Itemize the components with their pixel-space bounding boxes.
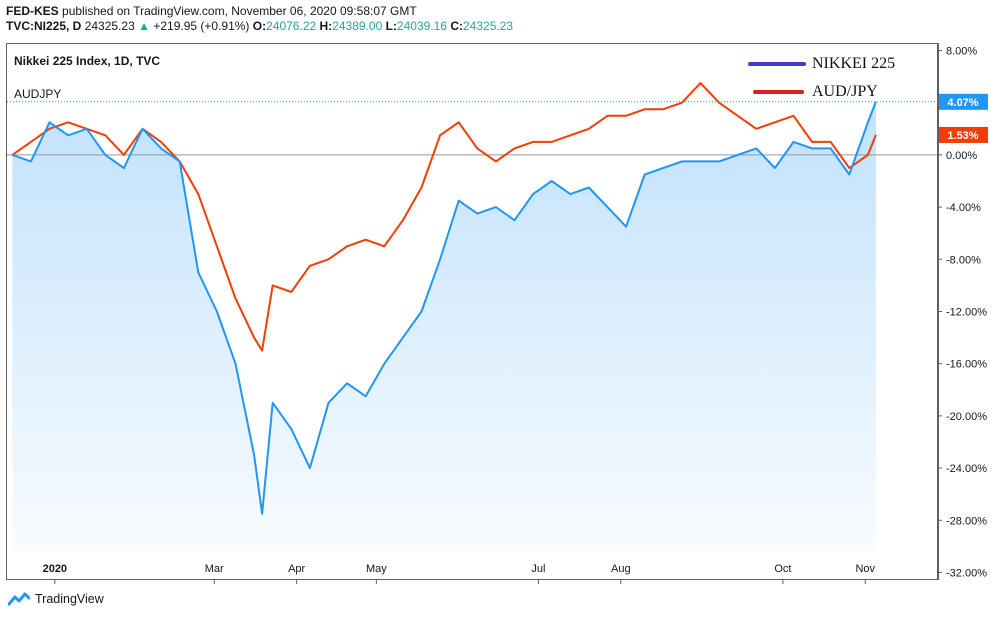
audjpy-last-value-label-bg [939, 126, 988, 143]
nikkei-line [11, 101, 877, 515]
x-tick-label: May [366, 563, 387, 575]
pane-title: Nikkei 225 Index, 1D, TVC [14, 54, 160, 68]
tradingview-logo-icon[interactable] [8, 592, 30, 606]
footer-brand[interactable]: TradingView [35, 592, 104, 606]
y-tick-label: -16.00% [946, 359, 987, 371]
footer: TradingView [8, 592, 104, 606]
y-tick-label: -8.00% [946, 254, 981, 266]
high-value: 24389.00 [332, 19, 383, 33]
audjpy-line [11, 82, 877, 352]
close-label: C: [450, 19, 463, 33]
y-tick-label: -24.00% [946, 463, 987, 475]
x-tick-label: Apr [288, 563, 305, 575]
y-tick-label: -28.00% [946, 515, 987, 527]
price-change: +219.95 (+0.91%) [153, 19, 250, 33]
x-tick-label: Oct [774, 563, 791, 575]
nikkei-area-fill [12, 101, 876, 553]
nikkei-last-value-label: 4.07% [947, 97, 978, 109]
x-tick-label: 2020 [43, 563, 67, 575]
chart-header: FED-KES published on TradingView.com, No… [6, 4, 513, 34]
y-tick-label: -12.00% [946, 307, 987, 319]
audjpy-last-value-label: 1.53% [947, 130, 978, 142]
legend-nikkei-label: NIKKEI 225 [812, 55, 895, 72]
y-tick-label: -20.00% [946, 411, 987, 423]
author-name[interactable]: FED-KES [6, 4, 59, 18]
low-label: L: [385, 19, 397, 33]
ohlc-row: TVC:NI225, D 24325.23 ▲ +219.95 (+0.91%)… [6, 19, 513, 34]
open-value: 24076.22 [266, 19, 317, 33]
compare-symbol-label: AUDJPY [14, 87, 61, 101]
nikkei-last-value-label-bg [939, 93, 988, 110]
low-value: 24039.16 [396, 19, 447, 33]
open-label: O: [252, 19, 267, 33]
high-label: H: [319, 19, 333, 33]
legend-audjpy-label: AUD/JPY [812, 83, 878, 100]
x-tick-label: Jul [531, 563, 545, 575]
publish-details: published on TradingView.com, November 0… [62, 4, 417, 18]
x-tick-label: Nov [855, 563, 875, 575]
y-tick-label: 8.00% [946, 46, 977, 58]
chart-legend: NIKKEI 225 AUD/JPY [748, 55, 895, 100]
x-tick-label: Mar [205, 563, 224, 575]
up-arrow-icon: ▲ [138, 19, 150, 33]
symbol-label: TVC:NI225, D [6, 19, 82, 33]
y-tick-label: -32.00% [946, 567, 987, 579]
publish-info: FED-KES published on TradingView.com, No… [6, 4, 513, 19]
last-price: 24325.23 [84, 19, 135, 33]
chart-frame [6, 43, 938, 580]
x-tick-label: Aug [611, 563, 631, 575]
y-tick-label: 0.00% [946, 150, 977, 162]
y-tick-label: -4.00% [946, 202, 981, 214]
close-value: 24325.23 [463, 19, 514, 33]
